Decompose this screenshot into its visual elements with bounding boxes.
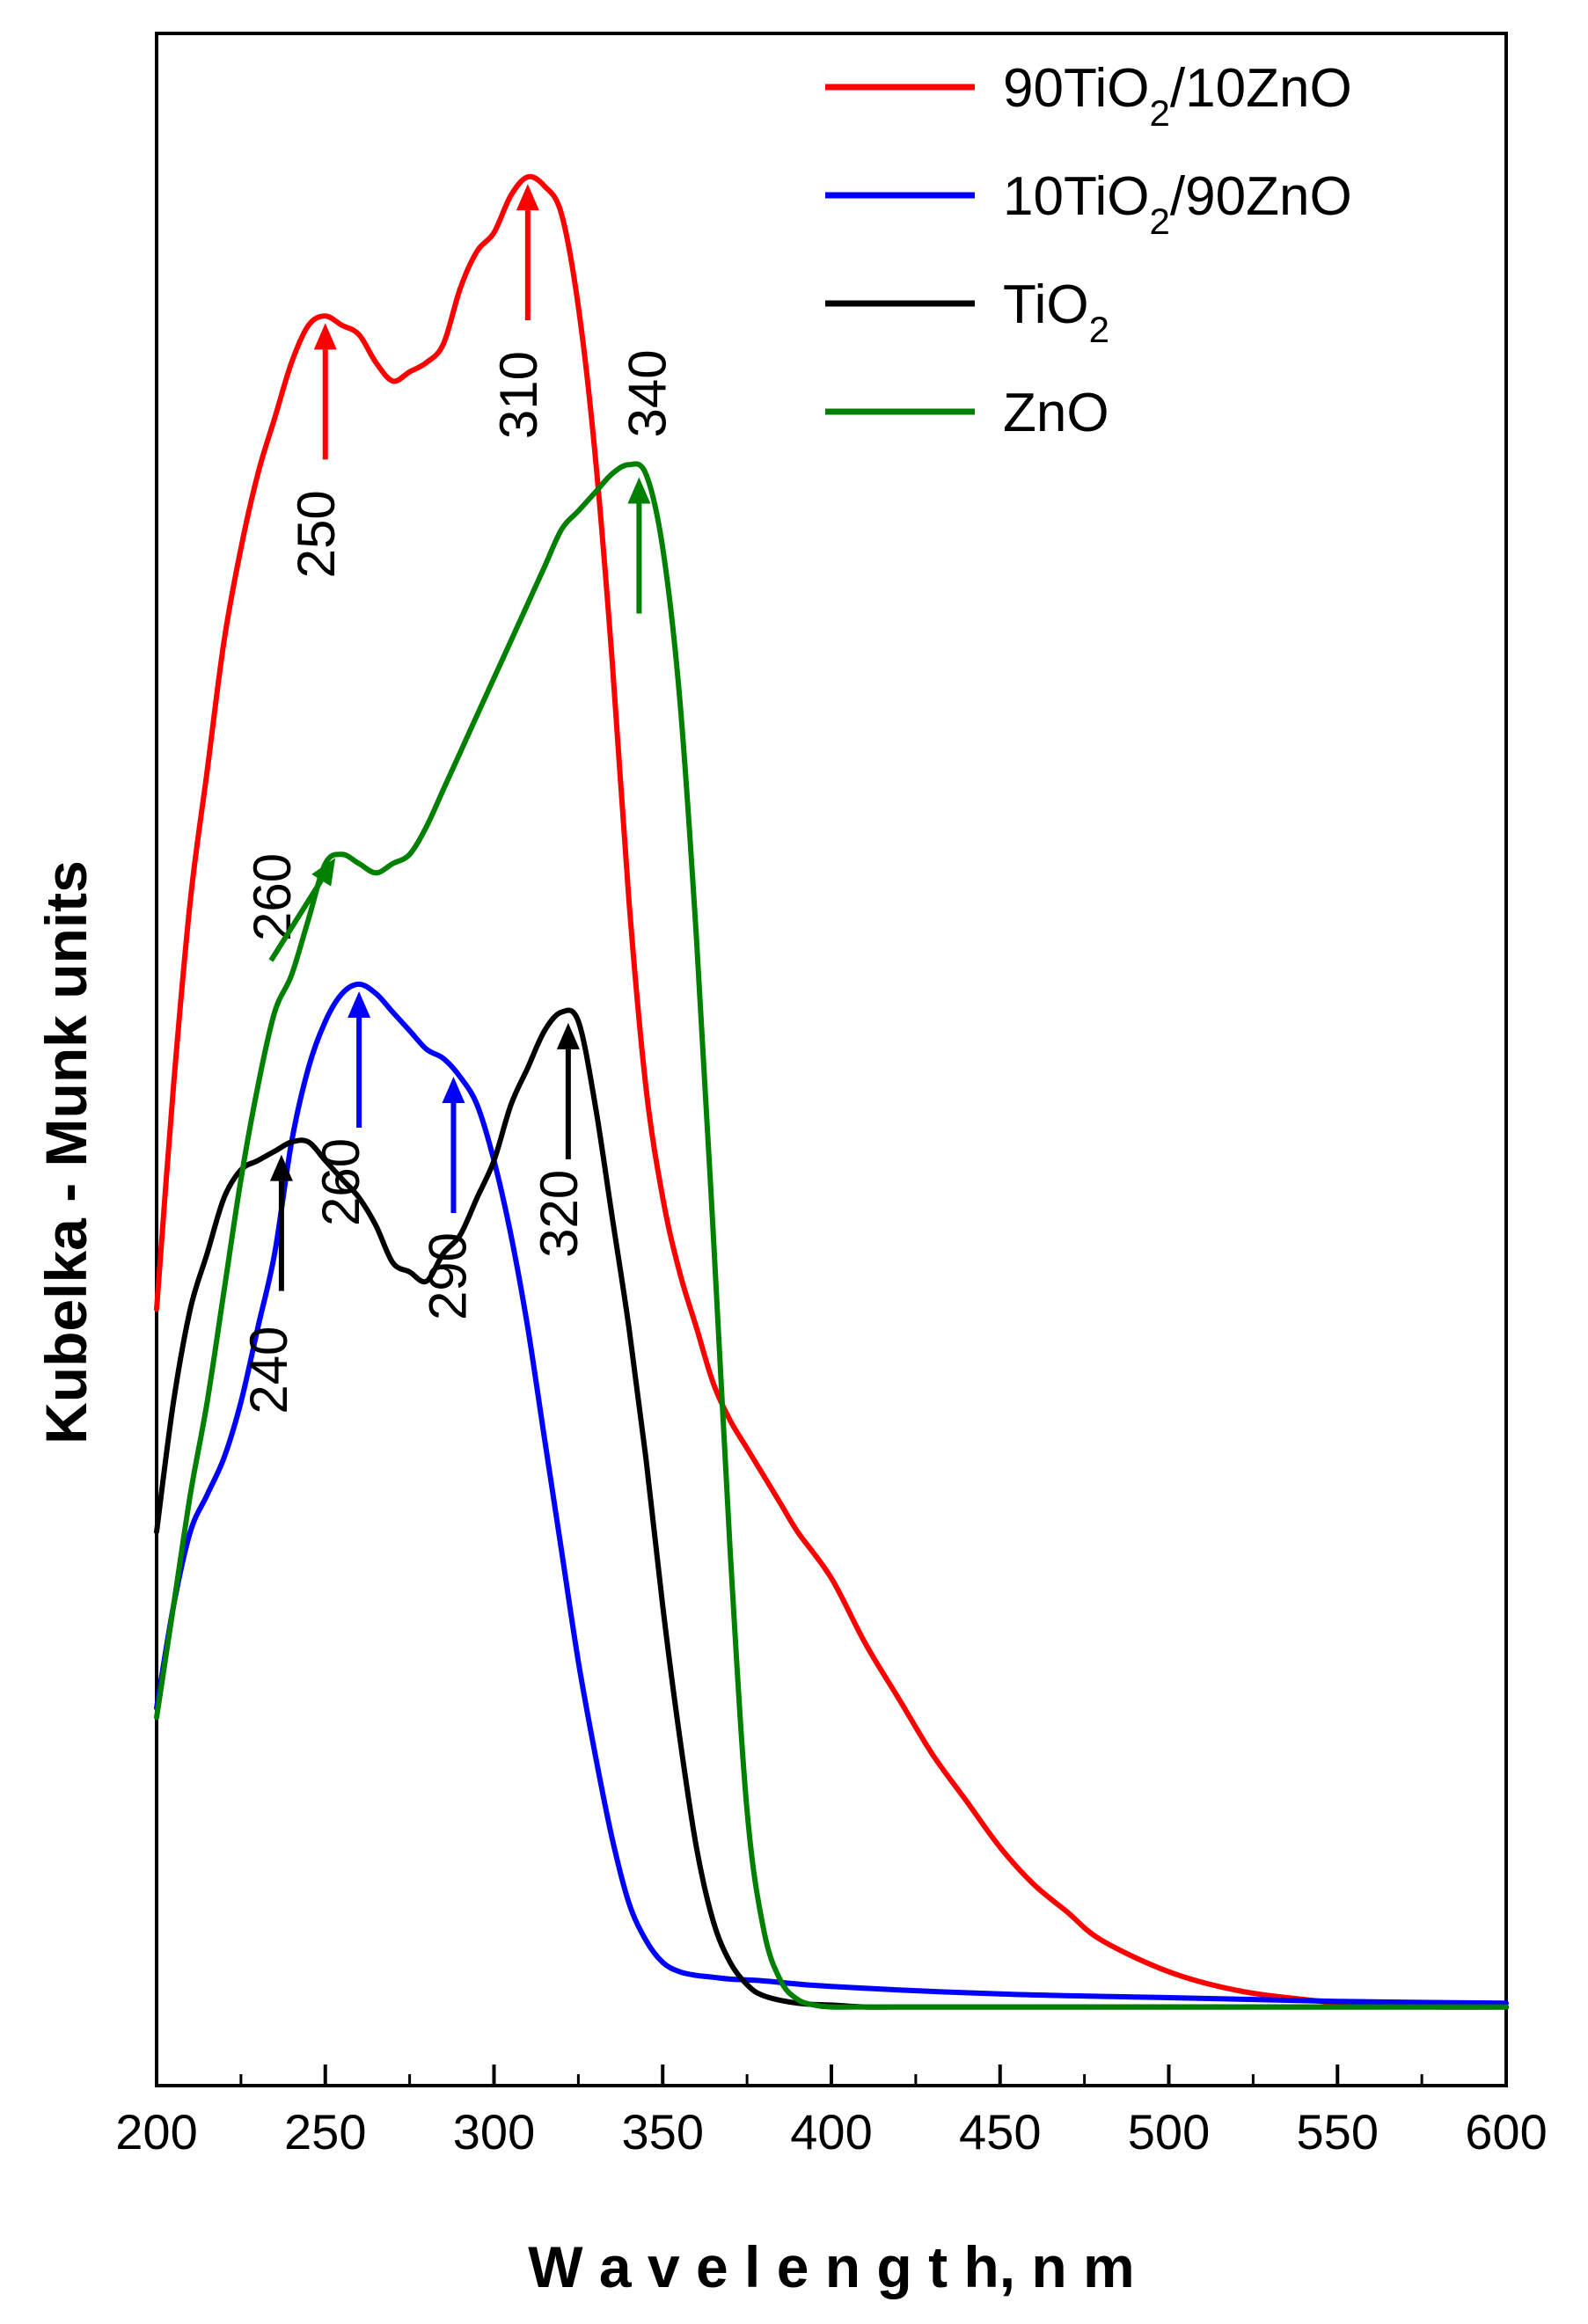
x-tick-label: 550 [1297, 2104, 1379, 2160]
annotation-label: 310 [489, 351, 548, 439]
annotation-arrow [313, 323, 337, 460]
x-tick-label: 400 [790, 2104, 872, 2160]
annotation-arrow [556, 1022, 580, 1159]
legend-label: ZnO [1003, 383, 1109, 443]
x-tick-label: 600 [1465, 2104, 1547, 2160]
annotation-label: 240 [239, 1326, 298, 1414]
x-axis: 200 250 300 350 400 450 500 550 600 [115, 2065, 1548, 2160]
series-line-90tio2-10zno [154, 173, 1509, 2010]
legend-label: 10TiO2/90ZnO [1003, 166, 1352, 242]
series-layer [154, 173, 1509, 2010]
annotation-arrow [442, 1077, 465, 1214]
series-line-10tio2-90zno [154, 981, 1509, 2006]
annotation-label: 340 [618, 349, 677, 437]
annotation-arrow [516, 184, 539, 321]
x-tick-label: 450 [959, 2104, 1041, 2160]
annotation-label: 290 [418, 1232, 477, 1320]
y-axis-title: Kubelka - Munk units [33, 860, 99, 1444]
annotation-label: 320 [530, 1170, 589, 1258]
annotation-arrow [627, 477, 651, 614]
x-tick-label: 500 [1128, 2104, 1210, 2160]
legend-label: 90TiO2/10ZnO [1003, 58, 1352, 134]
x-tick-label: 300 [453, 2104, 535, 2160]
x-tick-label: 250 [284, 2104, 366, 2160]
annotation-arrow [269, 1154, 293, 1291]
x-axis-title: W a v e l e n g t h, n m [528, 2234, 1134, 2299]
annotation-arrow [348, 990, 371, 1128]
legend: 90TiO2/10ZnO 10TiO2/90ZnO TiO2 ZnO [825, 58, 1352, 443]
x-tick-label: 350 [622, 2104, 704, 2160]
annotation-label: 260 [311, 1138, 370, 1226]
annotation-label: 250 [287, 490, 346, 578]
annotation-arrow [268, 858, 336, 962]
legend-label: TiO2 [1003, 274, 1109, 350]
x-tick-label: 200 [115, 2104, 197, 2160]
series-line-zno [154, 461, 1509, 2010]
